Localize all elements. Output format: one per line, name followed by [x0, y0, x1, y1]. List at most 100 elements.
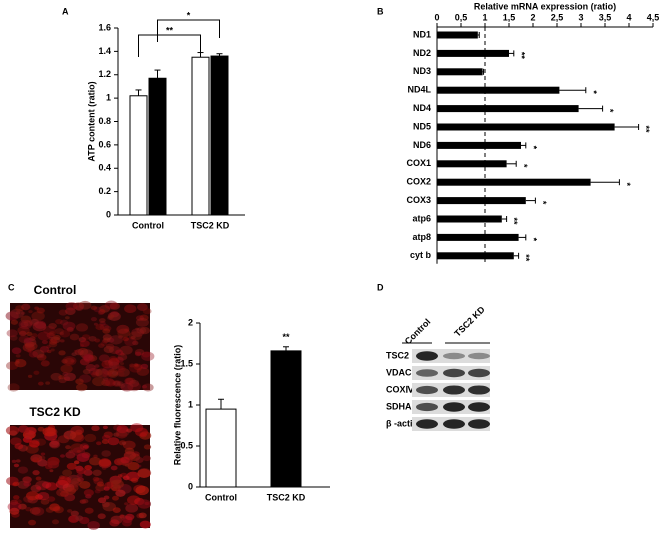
cell-signal — [71, 352, 77, 357]
cell-signal — [48, 323, 57, 330]
cell-signal — [116, 381, 124, 387]
cell-signal — [112, 495, 119, 501]
y-axis-label: Relative fluorescence (ratio) — [172, 345, 182, 466]
cell-signal — [128, 379, 140, 388]
error-bar — [197, 52, 204, 58]
cell-signal — [111, 370, 118, 376]
cell-signal — [136, 513, 144, 519]
cell-signal — [119, 456, 133, 466]
cell-signal — [88, 335, 97, 342]
error-bar — [590, 179, 620, 186]
cell-signal — [119, 362, 125, 366]
cell-signal — [108, 361, 120, 370]
cell-signal — [75, 323, 89, 332]
cell-signal — [40, 452, 46, 456]
blot-band — [416, 369, 438, 377]
cell-signal — [112, 380, 122, 387]
cell-signal — [124, 463, 129, 467]
row-label: β -actin — [386, 418, 418, 428]
cell-signal — [33, 370, 40, 375]
cell-signal — [60, 364, 73, 374]
cell-signal — [141, 351, 155, 361]
cell-signal — [84, 433, 97, 443]
cell-signal — [45, 482, 58, 491]
cell-signal — [10, 319, 19, 325]
cell-signal — [137, 303, 148, 311]
cell-signal — [83, 489, 94, 497]
cell-signal — [103, 431, 113, 438]
cell-signal — [110, 465, 118, 471]
y-tick-label: 0.4 — [98, 163, 111, 173]
cell-signal — [66, 327, 74, 332]
cell-signal — [106, 315, 113, 320]
cell-signal — [49, 440, 60, 448]
cell-signal — [135, 457, 144, 463]
bar — [437, 233, 519, 241]
cell-signal — [122, 519, 132, 527]
cell-signal — [110, 515, 123, 525]
cell-signal — [88, 367, 100, 376]
significance-label: * — [538, 201, 548, 205]
x-tick-label: 2,5 — [551, 12, 564, 22]
cell-signal — [90, 305, 98, 311]
error-bar — [518, 234, 527, 241]
y-tick-label: atp6 — [412, 213, 431, 223]
cell-signal — [75, 429, 83, 435]
cell-signal — [18, 319, 33, 330]
cell-signal — [98, 343, 105, 348]
cell-signal — [29, 318, 39, 326]
cell-signal — [138, 512, 147, 519]
cell-signal — [59, 330, 71, 338]
blot-band — [468, 352, 490, 360]
cell-signal — [131, 328, 145, 337]
cell-signal — [104, 481, 114, 489]
cell-signal — [115, 349, 124, 355]
y-tick-label: 1.2 — [98, 69, 111, 79]
cell-signal — [102, 501, 117, 512]
cell-signal — [117, 366, 124, 371]
cell-signal — [52, 519, 60, 525]
y-tick-label: 1.5 — [180, 358, 193, 368]
cell-signal — [108, 314, 115, 319]
error-bar — [501, 216, 508, 222]
cell-signal — [75, 515, 84, 521]
cell-signal — [79, 358, 90, 366]
cell-signal — [92, 376, 106, 387]
significance-label: ** — [521, 254, 531, 262]
cell-signal — [134, 363, 139, 367]
y-tick-label: atp8 — [412, 232, 431, 242]
x-tick-label: 0,5 — [455, 12, 468, 22]
y-tick-label: ND3 — [413, 66, 431, 76]
cell-signal — [85, 364, 96, 372]
cell-signal — [41, 339, 48, 345]
cell-signal — [105, 343, 115, 350]
blot-band — [416, 351, 438, 361]
cell-signal — [107, 359, 114, 364]
cell-signal — [5, 311, 19, 321]
error-bar — [482, 68, 485, 75]
cell-signal — [102, 334, 112, 341]
error-bar — [521, 142, 527, 149]
cell-signal — [38, 455, 46, 461]
cell-signal — [93, 454, 98, 458]
cell-signal — [48, 341, 58, 348]
cell-signal — [59, 339, 65, 343]
cell-signal — [49, 339, 58, 345]
cell-signal — [7, 383, 20, 392]
x-tick-label: TSC2 KD — [191, 220, 230, 230]
cell-signal — [127, 381, 141, 392]
cell-signal — [115, 489, 126, 497]
cell-signal — [21, 303, 31, 311]
cell-signal — [134, 351, 142, 357]
cell-signal — [46, 349, 52, 354]
x-tick-label: TSC2 KD — [267, 492, 306, 502]
cell-signal — [92, 368, 103, 377]
cell-signal — [137, 468, 151, 478]
row-label: COXⅣ — [386, 384, 415, 394]
cell-signal — [65, 302, 78, 311]
cell-signal — [70, 443, 85, 453]
cell-signal — [14, 443, 24, 450]
cell-signal — [104, 300, 118, 310]
bar — [437, 123, 615, 131]
cell-signal — [32, 349, 45, 358]
